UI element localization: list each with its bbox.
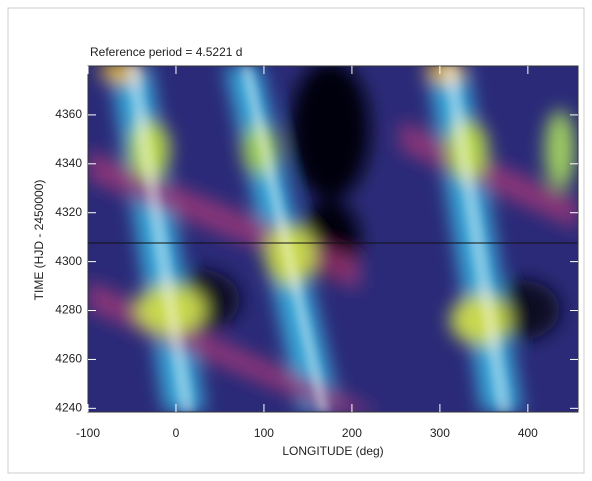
x-tick-label: 100 (254, 426, 274, 440)
y-tick-label: 4360 (55, 107, 82, 121)
x-tick-label: 0 (173, 426, 180, 440)
frame (7, 7, 585, 474)
y-tick-label: 4300 (55, 254, 82, 268)
plot-border (87, 65, 579, 413)
x-axis-label: LONGITUDE (deg) (282, 444, 383, 458)
y-tick-label: 4280 (55, 303, 82, 317)
x-tick-label: -100 (76, 426, 100, 440)
x-tick-label: 300 (430, 426, 450, 440)
chart-title: Reference period = 4.5221 d (90, 45, 242, 59)
y-tick-label: 4320 (55, 205, 82, 219)
y-tick-label: 4260 (55, 352, 82, 366)
y-tick-label: 4340 (55, 156, 82, 170)
y-axis-label: TIME (HJD - 2450000) (32, 180, 46, 301)
x-tick-label: 400 (518, 426, 538, 440)
y-tick-label: 4240 (55, 401, 82, 415)
x-tick-label: 200 (342, 426, 362, 440)
heatmap-image (88, 66, 578, 412)
